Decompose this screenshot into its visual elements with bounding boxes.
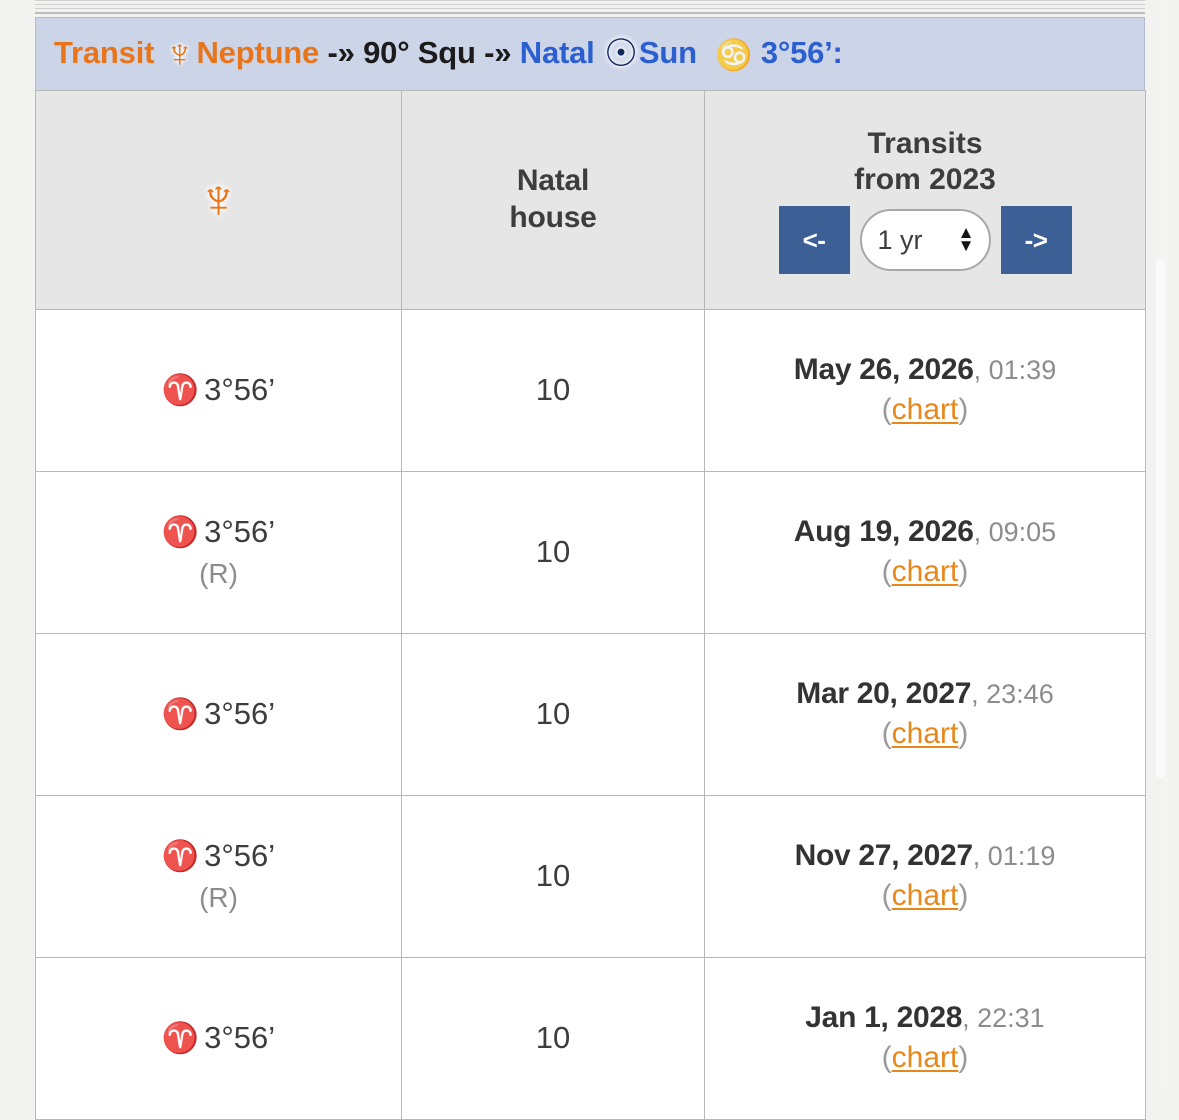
cell-natal-house: 10 — [401, 794, 705, 958]
paren-close: ) — [958, 555, 969, 589]
sun-glyph: ☉ — [604, 33, 638, 75]
natal-planet-name: Sun — [638, 35, 697, 70]
bleed-line — [35, 4, 1145, 5]
transit-time: , 09:05 — [973, 516, 1057, 547]
transit-table: ♆ Natal house Transits from 2023 <- — [35, 89, 1146, 1120]
previous-period-button[interactable]: <- — [778, 205, 850, 274]
transits-line-2: from 2023 — [854, 162, 996, 196]
aries-glyph: ♈ — [161, 839, 200, 873]
cell-transit-date: Jan 1, 2028, 22:31 (chart) — [704, 956, 1146, 1120]
position-value: 3°56’ — [204, 371, 276, 407]
table-header: ♆ Natal house Transits from 2023 <- — [35, 89, 1146, 310]
transits-line-1: Transits — [867, 126, 983, 160]
natal-label: Natal — [519, 35, 595, 70]
transit-date: May 26, 2026 — [793, 352, 974, 386]
aspect-title-banner: Transit ♆Neptune -» 90° Squ -» Natal ☉Su… — [35, 17, 1145, 90]
cell-position: ♈ 3°56’ — [35, 632, 402, 796]
bleed-line — [35, 8, 1145, 9]
transit-time: , 01:19 — [972, 840, 1056, 871]
column-header-transits: Transits from 2023 <- 1 yr ▲ ▼ — [704, 89, 1146, 310]
column-header-position: ♆ — [35, 89, 402, 310]
vertical-scrollbar-thumb[interactable] — [1156, 258, 1165, 778]
aries-glyph: ♈ — [161, 1021, 200, 1055]
paren-open: ( — [881, 717, 892, 751]
table-body: ♈ 3°56’ 10 May 26, 2026, 01:39 (chart) ♈ 3°56’… — [35, 308, 1146, 1120]
retrograde-marker: (R) — [199, 882, 238, 914]
scrolled-content-above — [35, 0, 1145, 16]
natal-house-line-1: Natal — [516, 163, 590, 197]
cancer-glyph: ♋ — [715, 39, 753, 72]
table-row: ♈ 3°56’ (R) 10 Aug 19, 2026, 09:05 (chart) — [35, 470, 1146, 634]
chart-link[interactable]: chart — [891, 717, 959, 751]
chart-link-wrapper: (chart) — [711, 552, 1139, 593]
transit-date: Nov 27, 2027 — [794, 838, 973, 872]
range-navigation: <- 1 yr ▲ ▼ -> — [778, 205, 1072, 274]
vertical-scrollbar-track[interactable] — [1156, 0, 1173, 1088]
paren-close: ) — [958, 717, 969, 751]
table-header-row: ♆ Natal house Transits from 2023 <- — [35, 89, 1146, 310]
transit-planet-name: Neptune — [196, 35, 320, 70]
table-row: ♈ 3°56’ 10 Jan 1, 2028, 22:31 (chart) — [35, 956, 1146, 1120]
paren-open: ( — [881, 1041, 892, 1075]
position-value: 3°56’ — [204, 1019, 276, 1055]
neptune-glyph: ♆ — [197, 167, 240, 231]
bleed-line — [35, 0, 1145, 1]
transit-aspect-panel: Transit ♆Neptune -» 90° Squ -» Natal ☉Su… — [35, 17, 1146, 1120]
cell-transit-date: Mar 20, 2027, 23:46 (chart) — [704, 632, 1146, 796]
neptune-glyph: ♆ — [164, 32, 195, 76]
cell-natal-house: 10 — [401, 470, 705, 634]
chart-link-wrapper: (chart) — [711, 876, 1139, 917]
transit-date: Jan 1, 2028 — [805, 1000, 963, 1034]
cell-position: ♈ 3°56’ — [35, 308, 402, 472]
retrograde-marker: (R) — [199, 558, 238, 590]
paren-open: ( — [881, 393, 892, 427]
column-header-natal-house: Natal house — [401, 89, 705, 310]
aries-glyph: ♈ — [161, 373, 200, 407]
transit-time: , 22:31 — [962, 1002, 1045, 1033]
chart-link[interactable]: chart — [891, 393, 959, 427]
paren-open: ( — [881, 879, 892, 913]
chart-link[interactable]: chart — [891, 879, 959, 913]
chart-link[interactable]: chart — [891, 555, 959, 589]
chart-link-wrapper: (chart) — [711, 390, 1139, 431]
paren-close: ) — [958, 879, 969, 913]
natal-house-line-2: house — [509, 200, 597, 234]
cell-position: ♈ 3°56’ — [35, 956, 402, 1120]
bleed-line — [35, 12, 1145, 14]
transit-time: , 01:39 — [973, 354, 1057, 385]
cell-natal-house: 10 — [401, 632, 705, 796]
cell-position: ♈ 3°56’ (R) — [35, 794, 402, 958]
chart-link-wrapper: (chart) — [711, 1038, 1139, 1079]
cell-natal-house: 10 — [401, 308, 705, 472]
table-row: ♈ 3°56’ 10 Mar 20, 2027, 23:46 (chart) — [35, 632, 1146, 796]
paren-close: ) — [958, 393, 969, 427]
position-value: 3°56’ — [204, 695, 276, 731]
table-row: ♈ 3°56’ 10 May 26, 2026, 01:39 (chart) — [35, 308, 1146, 472]
aries-glyph: ♈ — [161, 515, 200, 549]
range-select-wrapper: 1 yr ▲ ▼ — [859, 208, 991, 271]
arrow-icon: -» — [484, 35, 512, 70]
range-select[interactable]: 1 yr — [859, 208, 991, 271]
chart-link[interactable]: chart — [891, 1041, 959, 1075]
transit-time: , 23:46 — [971, 678, 1054, 709]
cell-transit-date: Aug 19, 2026, 09:05 (chart) — [704, 470, 1146, 634]
transit-date: Aug 19, 2026 — [793, 514, 974, 548]
paren-open: ( — [881, 555, 892, 589]
cell-transit-date: Nov 27, 2027, 01:19 (chart) — [704, 794, 1146, 958]
next-period-button[interactable]: -> — [1000, 205, 1072, 274]
cell-position: ♈ 3°56’ (R) — [35, 470, 402, 634]
position-value: 3°56’ — [204, 837, 276, 873]
aspect-name: 90° Squ — [363, 35, 476, 70]
position-value: 3°56’ — [204, 513, 276, 549]
aries-glyph: ♈ — [161, 697, 200, 731]
table-row: ♈ 3°56’ (R) 10 Nov 27, 2027, 01:19 (chart) — [35, 794, 1146, 958]
transit-label: Transit — [54, 35, 155, 70]
cell-transit-date: May 26, 2026, 01:39 (chart) — [704, 308, 1146, 472]
chart-link-wrapper: (chart) — [711, 714, 1139, 755]
cell-natal-house: 10 — [401, 956, 705, 1120]
arrow-icon: -» — [327, 35, 355, 70]
transit-date: Mar 20, 2027 — [796, 676, 972, 710]
paren-close: ) — [958, 1041, 969, 1075]
natal-position: 3°56’: — [760, 35, 843, 70]
